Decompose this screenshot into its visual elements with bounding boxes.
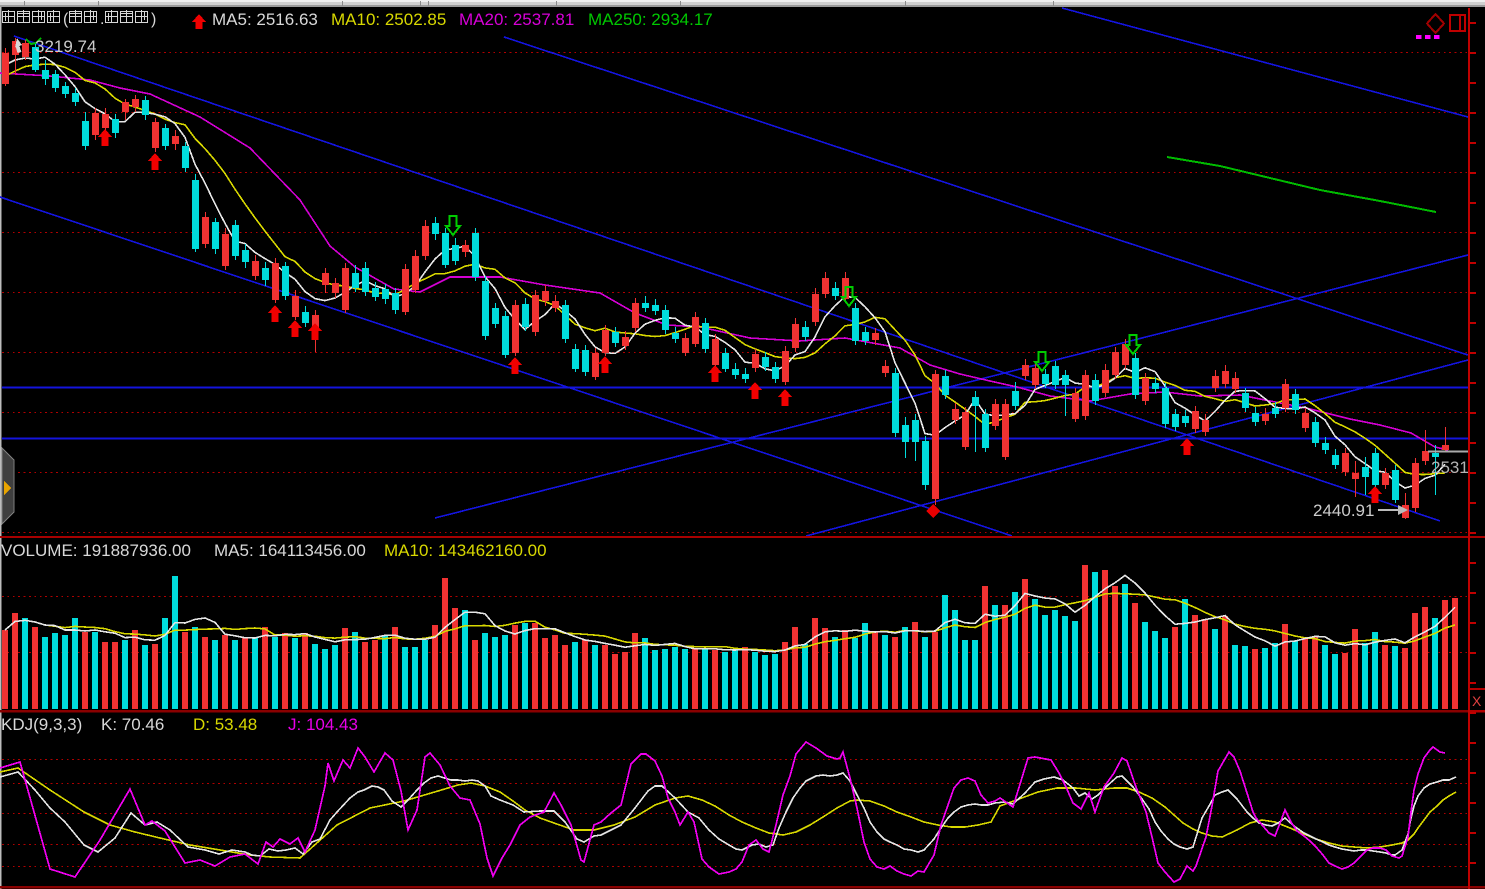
- svg-text:KDJ(9,3,3): KDJ(9,3,3): [1, 715, 82, 734]
- svg-text:MA250: 2934.17: MA250: 2934.17: [588, 10, 713, 29]
- svg-text:J: 104.43: J: 104.43: [288, 715, 358, 734]
- svg-text:3219.74: 3219.74: [35, 37, 96, 56]
- svg-text:MA20: 2537.81: MA20: 2537.81: [459, 10, 574, 29]
- svg-text:2440.91: 2440.91: [1313, 501, 1374, 520]
- svg-text:.: .: [100, 11, 104, 28]
- svg-text:K: 70.46: K: 70.46: [101, 715, 164, 734]
- svg-text:X: X: [1472, 693, 1482, 709]
- svg-text:MA5: 164113456.00: MA5: 164113456.00: [214, 541, 366, 560]
- svg-text:2531: 2531: [1431, 458, 1469, 477]
- svg-text:MA5: 2516.63: MA5: 2516.63: [212, 10, 318, 29]
- svg-text:(: (: [63, 11, 69, 28]
- svg-text:MA10: 2502.85: MA10: 2502.85: [331, 10, 446, 29]
- svg-text:D: 53.48: D: 53.48: [193, 715, 257, 734]
- svg-text:VOLUME: 191887936.00: VOLUME: 191887936.00: [1, 541, 191, 560]
- svg-text:MA10: 143462160.00: MA10: 143462160.00: [384, 541, 547, 560]
- svg-text:): ): [151, 11, 156, 28]
